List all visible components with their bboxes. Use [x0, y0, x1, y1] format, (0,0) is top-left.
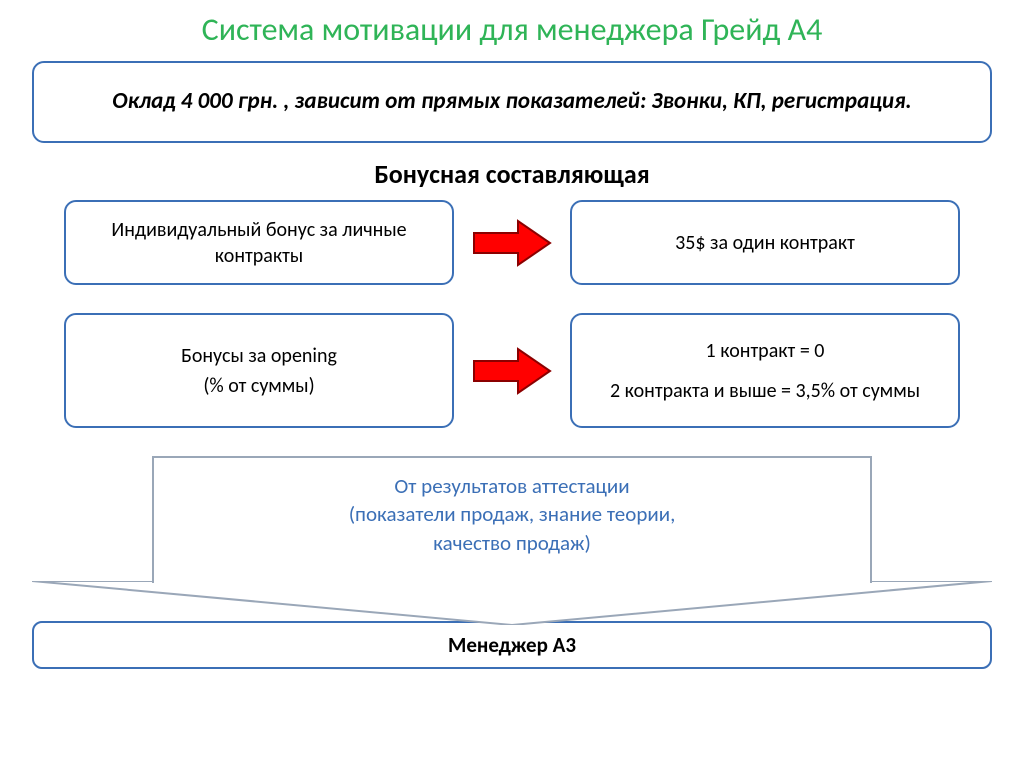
individual-bonus-text: Индивидуальный бонус за личные контракты — [86, 217, 432, 269]
individual-bonus-value-text: 35$ за один контракт — [675, 230, 855, 256]
bonus-subtitle: Бонусная составляющая — [30, 158, 994, 190]
opening-bonus-value-line2: 2 контракта и выше = 3,5% от суммы — [610, 378, 920, 404]
opening-bonus-value-line1: 1 контракт = 0 — [706, 338, 825, 364]
individual-bonus-value-box: 35$ за один контракт — [570, 200, 960, 285]
manager-a3-text: Менеджер А3 — [448, 632, 576, 658]
opening-bonus-line2: (% от суммы) — [203, 373, 314, 399]
bonus-row-1: Индивидуальный бонус за личные контракты… — [30, 200, 994, 285]
manager-a3-box: Менеджер А3 — [32, 621, 992, 669]
salary-text: Оклад 4 000 грн. , зависит от прямых пок… — [112, 87, 911, 117]
attestation-body: От результатов аттестации (показатели пр… — [152, 456, 872, 583]
salary-box: Оклад 4 000 грн. , зависит от прямых пок… — [32, 61, 992, 143]
opening-bonus-value-box: 1 контракт = 0 2 контракта и выше = 3,5%… — [570, 313, 960, 428]
attestation-line3: качество продаж) — [184, 529, 840, 557]
attestation-line2: (показатели продаж, знание теории, — [184, 500, 840, 528]
page-title: Система мотивации для менеджера Грейд А4 — [30, 10, 994, 49]
attestation-down-arrow: От результатов аттестации (показатели пр… — [32, 456, 992, 625]
bonus-row-2: Бонусы за opening (% от суммы) 1 контрак… — [30, 313, 994, 428]
attestation-line1: От результатов аттестации — [184, 472, 840, 500]
individual-bonus-box: Индивидуальный бонус за личные контракты — [64, 200, 454, 285]
arrow-right-icon — [472, 219, 552, 267]
opening-bonus-box: Бонусы за opening (% от суммы) — [64, 313, 454, 428]
attestation-arrow-head — [32, 581, 992, 625]
arrow-right-icon — [472, 347, 552, 395]
opening-bonus-line1: Бонусы за opening — [181, 343, 337, 369]
